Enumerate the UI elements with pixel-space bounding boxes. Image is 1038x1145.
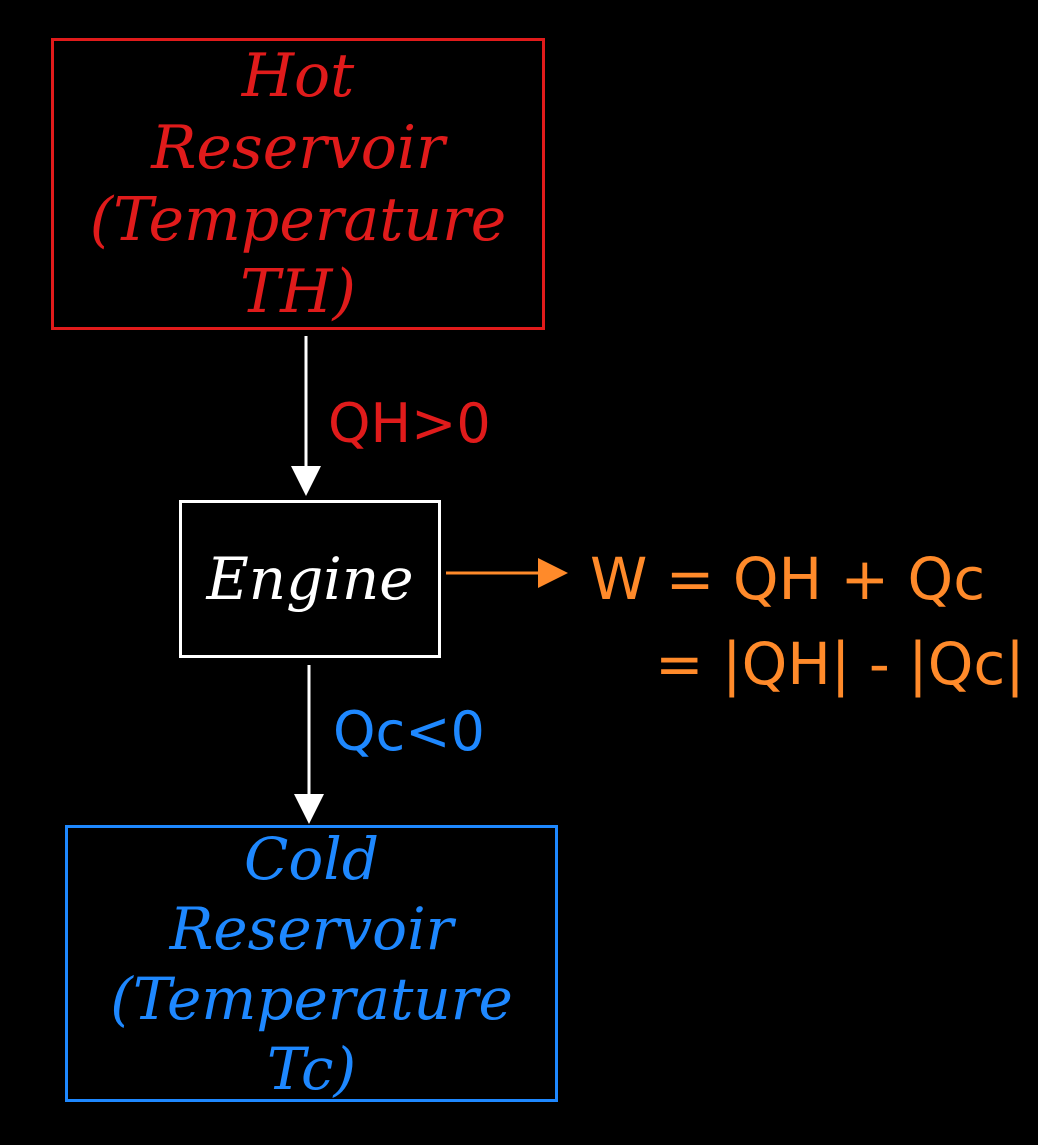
heat-in-label: QH>0 [328, 392, 491, 455]
engine-box: Engine [179, 500, 441, 658]
hot-reservoir-subtitle: Reservoir [151, 113, 445, 183]
cold-reservoir-box: Cold Reservoir (Temperature Tc) [65, 824, 558, 1103]
hot-reservoir-box: Hot Reservoir (Temperature TH) [51, 38, 545, 330]
cold-reservoir-title: Cold [244, 824, 379, 893]
work-equation-line1: W = QH + Qc [590, 545, 986, 613]
cold-reservoir-temperature: (Temperature Tc) [110, 964, 513, 1103]
hot-reservoir-temperature: (Temperature TH) [89, 185, 507, 327]
hot-reservoir-title: Hot [241, 41, 355, 111]
work-equation-line2: = |QH| - |Qc| [655, 630, 1025, 698]
cold-reservoir-subtitle: Reservoir [169, 894, 454, 963]
heat-out-label: Qc<0 [333, 700, 485, 763]
engine-label: Engine [206, 545, 414, 613]
